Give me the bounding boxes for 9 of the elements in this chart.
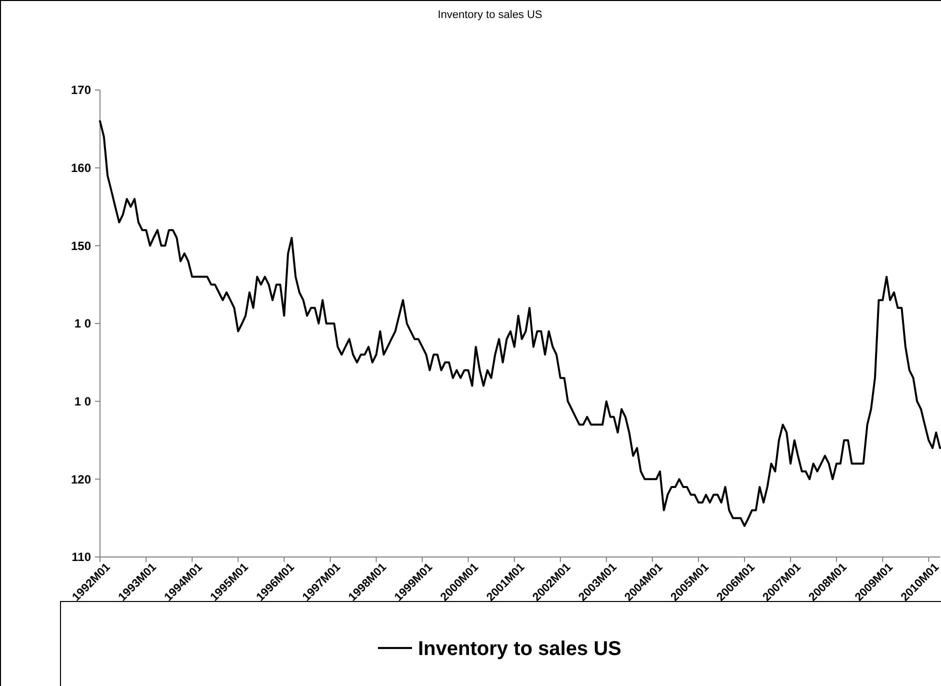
y-tick-label: 1 0 [74, 316, 92, 331]
y-tick-label: 110 [72, 550, 92, 564]
y-tick-label: 150 [70, 238, 92, 253]
y-tick-label: 120 [70, 472, 92, 486]
y-tick-label: 160 [70, 161, 92, 176]
legend-label: Inventory to sales US [418, 638, 622, 660]
y-tick-label: 1 0 [74, 394, 92, 409]
chart-title: Inventory to sales US [438, 9, 542, 21]
y-tick-label: 170 [70, 83, 92, 98]
